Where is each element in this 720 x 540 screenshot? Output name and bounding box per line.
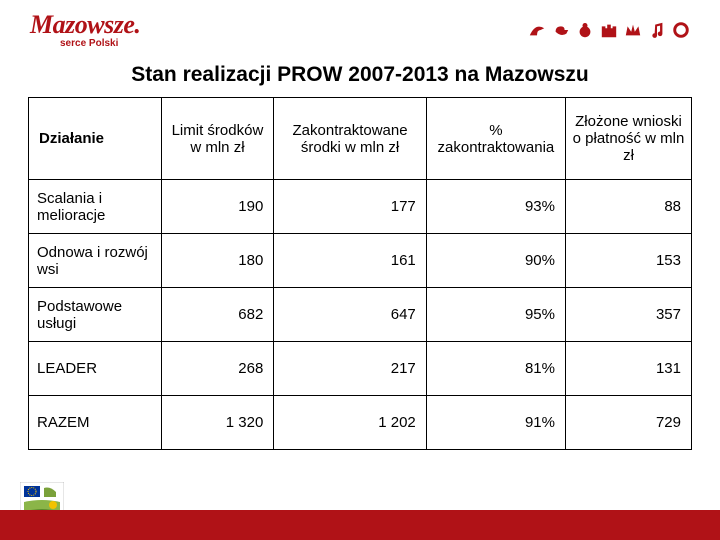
brand-name: Mazowsze. <box>30 10 140 40</box>
cell: 180 <box>161 234 274 288</box>
header-col-3: % zakontraktowania <box>426 98 565 180</box>
cell: 1 202 <box>274 396 426 450</box>
cell: 729 <box>566 396 692 450</box>
cell: 88 <box>566 180 692 234</box>
icon-strip <box>528 21 690 39</box>
table-row: Podstawowe usługi 682 647 95% 357 <box>29 288 692 342</box>
table-body: Scalania i melioracje 190 177 93% 88 Odn… <box>29 180 692 450</box>
table-header-row: Działanie Limit środków w mln zł Zakontr… <box>29 98 692 180</box>
cell: 647 <box>274 288 426 342</box>
row-label: Odnowa i rozwój wsi <box>29 234 162 288</box>
castle-icon <box>600 21 618 39</box>
cell: 1 320 <box>161 396 274 450</box>
cell: 91% <box>426 396 565 450</box>
data-table: Działanie Limit środków w mln zł Zakontr… <box>28 97 692 450</box>
duck-icon <box>552 21 570 39</box>
row-label: RAZEM <box>29 396 162 450</box>
cell: 81% <box>426 342 565 396</box>
cell: 217 <box>274 342 426 396</box>
table-row: RAZEM 1 320 1 202 91% 729 <box>29 396 692 450</box>
brand-logo: Mazowsze. serce Polski <box>30 10 140 49</box>
cell: 268 <box>161 342 274 396</box>
data-table-wrap: Działanie Limit środków w mln zł Zakontr… <box>0 97 720 450</box>
row-label: Scalania i melioracje <box>29 180 162 234</box>
cell: 93% <box>426 180 565 234</box>
row-label: Podstawowe usługi <box>29 288 162 342</box>
cell: 190 <box>161 180 274 234</box>
brand-tagline: serce Polski <box>60 38 118 49</box>
header: Mazowsze. serce Polski <box>0 0 720 49</box>
header-col-2: Zakontraktowane środki w mln zł <box>274 98 426 180</box>
cell: 90% <box>426 234 565 288</box>
cell: 131 <box>566 342 692 396</box>
page-title: Stan realizacji PROW 2007-2013 na Mazows… <box>0 63 720 87</box>
table-row: Odnowa i rozwój wsi 180 161 90% 153 <box>29 234 692 288</box>
cell: 153 <box>566 234 692 288</box>
crown-icon <box>624 21 642 39</box>
row-label: LEADER <box>29 342 162 396</box>
table-row: LEADER 268 217 81% 131 <box>29 342 692 396</box>
header-col-1: Limit środków w mln zł <box>161 98 274 180</box>
cell: 682 <box>161 288 274 342</box>
table-row: Scalania i melioracje 190 177 93% 88 <box>29 180 692 234</box>
circle-icon <box>672 21 690 39</box>
bug-icon <box>576 21 594 39</box>
footer-bar <box>0 510 720 540</box>
cell: 357 <box>566 288 692 342</box>
music-icon <box>648 21 666 39</box>
cell: 161 <box>274 234 426 288</box>
header-action: Działanie <box>29 98 162 180</box>
cell: 95% <box>426 288 565 342</box>
header-col-4: Złożone wnioski o płatność w mln zł <box>566 98 692 180</box>
cell: 177 <box>274 180 426 234</box>
bird-icon <box>528 21 546 39</box>
